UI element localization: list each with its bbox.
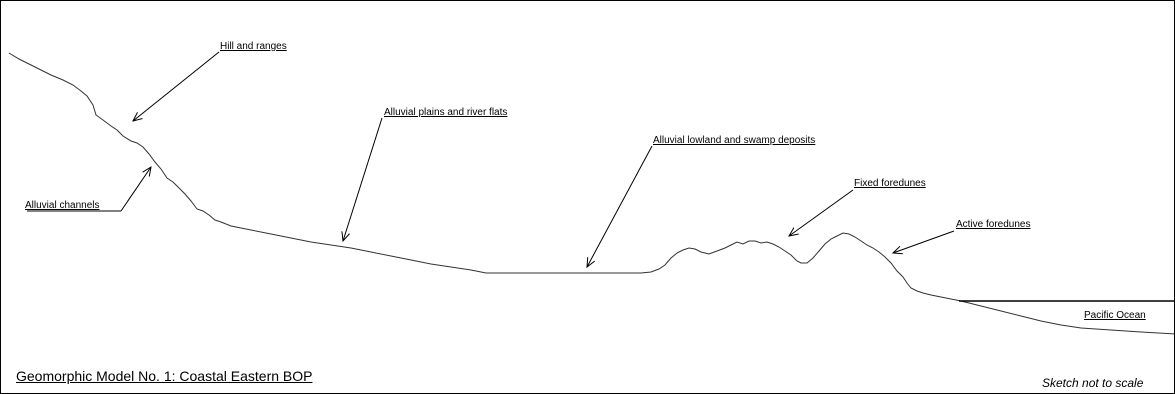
hill-arrow [133,51,220,121]
lowland-arrow [587,145,653,267]
diagram-title: Geomorphic Model No. 1: Coastal Eastern … [16,368,313,384]
active-arrow [893,230,955,253]
label-pacific-ocean: Pacific Ocean [1084,310,1146,321]
terrain-profile-line [8,52,1174,335]
plains-arrow [343,117,383,241]
label-active-foredunes: Active foredunes [956,219,1031,230]
label-alluvial-channels: Alluvial channels [25,200,100,211]
label-alluvial-lowland: Alluvial lowland and swamp deposits [653,135,816,146]
scale-note: Sketch not to scale [1042,376,1144,390]
label-fixed-foredunes: Fixed foredunes [854,178,926,189]
label-hill-and-ranges: Hill and ranges [220,41,287,52]
label-alluvial-plains: Alluvial plains and river flats [384,107,508,118]
fixed-arrow [789,189,854,236]
channels-arrow [120,167,151,212]
